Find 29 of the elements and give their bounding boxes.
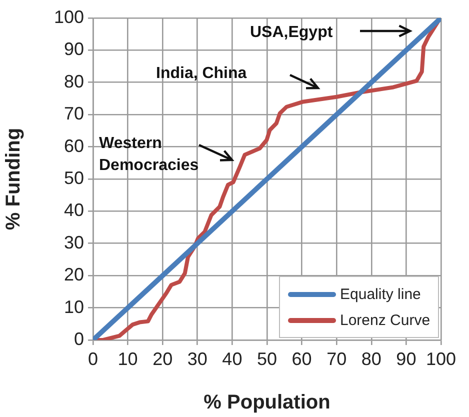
- y-tick-label: 80: [64, 71, 84, 92]
- x-axis-title: % Population: [204, 392, 330, 414]
- y-tick-label: 50: [64, 168, 84, 188]
- x-tick-label: 30: [187, 348, 208, 369]
- annotation: USA,Egypt: [250, 23, 334, 43]
- y-tick-label: 60: [64, 136, 84, 156]
- y-tick-label: 0: [74, 328, 84, 349]
- legend-label: Lorenz Curve: [340, 312, 430, 328]
- x-tick-label: 10: [118, 348, 138, 369]
- y-tick-label: 30: [64, 232, 84, 252]
- y-tick-label: 10: [64, 296, 84, 317]
- y-tick-label: 90: [64, 39, 84, 60]
- x-tick-label: 90: [396, 348, 416, 369]
- x-tick-label: 100: [426, 348, 456, 369]
- x-tick-label: 50: [256, 348, 278, 369]
- x-tick-label: 20: [152, 348, 173, 369]
- x-tick-label: 80: [361, 348, 382, 369]
- y-tick-label: 20: [64, 264, 84, 285]
- y-tick-label: 100: [54, 6, 84, 27]
- annotation: India, China: [156, 64, 248, 84]
- y-axis-title: % Funding: [2, 128, 25, 230]
- x-tick-label: 70: [326, 348, 347, 369]
- legend-label: Equality line: [340, 286, 421, 302]
- x-tick-label: 40: [222, 348, 242, 369]
- x-tick-label: 0: [88, 348, 98, 369]
- annotation: Western Democracies: [99, 134, 199, 176]
- x-tick-label: 60: [292, 348, 312, 369]
- y-tick-label: 70: [64, 104, 84, 124]
- y-tick-label: 40: [64, 200, 84, 220]
